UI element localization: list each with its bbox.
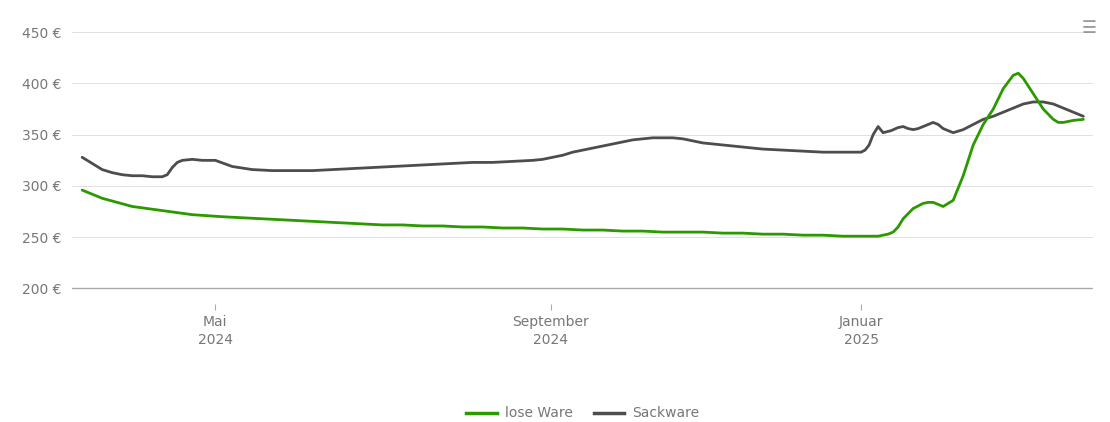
Text: ☰: ☰ [1082, 19, 1097, 37]
Legend: lose Ware, Sackware: lose Ware, Sackware [461, 401, 705, 422]
